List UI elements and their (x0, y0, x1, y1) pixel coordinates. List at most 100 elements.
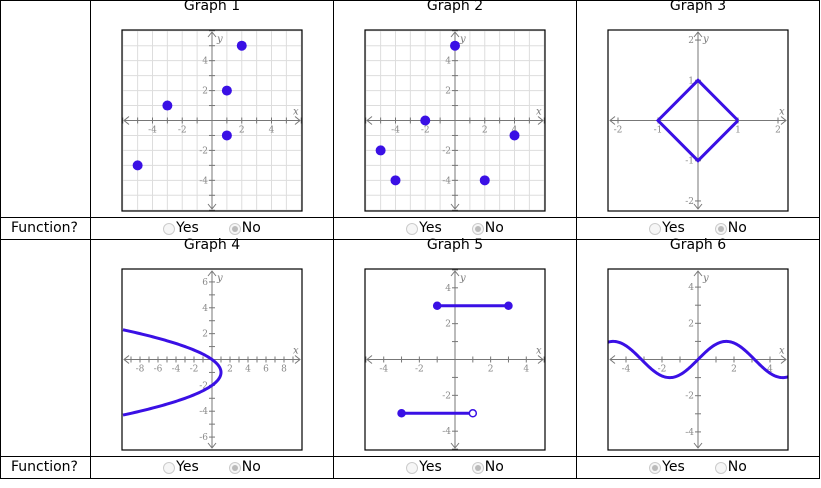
radio-circle-no[interactable] (228, 222, 241, 235)
radio-no[interactable]: No (714, 218, 747, 239)
open-endpoint (468, 409, 478, 418)
x-tick-label: -4 (622, 365, 631, 375)
radio-circle-no[interactable] (471, 461, 484, 474)
radio-label-no: No (484, 220, 504, 236)
radio-yes[interactable]: Yes (163, 218, 199, 239)
graph-title: Graph 3 (669, 0, 727, 14)
data-point (162, 100, 173, 111)
graph-title: Graph 2 (426, 0, 484, 14)
x-tick-label: 2 (227, 365, 233, 375)
y-tick-label: -2 (199, 146, 208, 156)
radio-circle-yes[interactable] (406, 222, 419, 235)
radio-yes[interactable]: Yes (163, 457, 199, 478)
x-tick-label: -2 (190, 365, 199, 375)
y-tick-label: -2 (442, 391, 451, 401)
radio-circle-yes[interactable] (406, 461, 419, 474)
x-tick-label: -8 (136, 365, 145, 375)
y-axis-label: y (459, 273, 466, 284)
graph-plot-5: -4 -2 2 4 4 2 -2 -4 x y (364, 268, 546, 451)
y-tick-label: 4 (445, 57, 451, 67)
radio-label-no: No (241, 220, 261, 236)
radio-label-no: No (241, 459, 261, 475)
y-tick-label: -2 (442, 146, 451, 156)
radio-no[interactable]: No (471, 457, 504, 478)
x-tick-label: 2 (239, 126, 245, 136)
radio-yes[interactable]: Yes (649, 457, 685, 478)
y-tick-label: 2 (445, 320, 451, 330)
radio-label-no: No (484, 459, 504, 475)
radio-label-no: No (727, 220, 747, 236)
y-tick-label: -1 (685, 157, 694, 167)
data-point (450, 40, 460, 51)
x-tick-label: 4 (245, 365, 251, 375)
x-tick-label: 2 (488, 365, 494, 375)
x-axis-label: x (779, 107, 785, 118)
x-tick-label: 4 (767, 365, 773, 375)
radio-no[interactable]: No (228, 218, 261, 239)
y-tick-label: -4 (685, 428, 694, 438)
x-tick-label: -1 (654, 126, 663, 136)
graph-plot-6: -4 -2 2 4 4 2 -2 -4 x y (607, 268, 789, 451)
y-tick-label: -2 (199, 381, 208, 391)
label-spacer (0, 239, 91, 457)
closed-endpoint (504, 301, 513, 310)
y-tick-label: -4 (199, 176, 208, 186)
radio-label-yes: Yes (419, 459, 442, 475)
radio-no[interactable]: No (228, 457, 261, 478)
graph-title: Graph 4 (183, 237, 241, 253)
answer-cell-4: Yes No (90, 456, 334, 479)
data-point (479, 175, 490, 186)
graph-cell-1: Graph 1 -4 -2 2 4 4 2 -2 -4 x y (90, 0, 334, 218)
data-point (221, 130, 232, 141)
radio-no[interactable]: No (714, 457, 747, 478)
x-tick-label: 1 (735, 126, 741, 136)
x-tick-label: 2 (775, 126, 781, 136)
x-tick-label: -4 (148, 126, 157, 136)
title-row-2: Graph 4 -8 -6 -4 -2 2 4 6 8 6 4 2 -2 -4 -6 x y Graph 5 -4… (0, 237, 820, 457)
x-tick-label: -6 (154, 365, 163, 375)
y-tick-label: 6 (202, 278, 208, 288)
radio-circle-yes[interactable] (649, 222, 662, 235)
axis-arrows (366, 270, 544, 449)
graph-title: Graph 1 (183, 0, 241, 14)
x-tick-label: -2 (415, 365, 424, 375)
data-point (509, 130, 520, 141)
x-tick-label: 2 (482, 126, 488, 136)
function-question-label: Function? (0, 217, 91, 240)
radio-circle-no[interactable] (714, 461, 727, 474)
y-tick-label: 4 (202, 57, 208, 67)
axis-arrows (609, 31, 787, 210)
radio-yes[interactable]: Yes (406, 457, 442, 478)
data-point (420, 115, 431, 126)
radio-label-yes: Yes (176, 220, 199, 236)
radio-yes[interactable]: Yes (406, 218, 442, 239)
answer-cell-6: Yes No (576, 456, 820, 479)
radio-circle-yes[interactable] (163, 222, 176, 235)
radio-label-yes: Yes (662, 220, 685, 236)
graph-title: Graph 6 (669, 237, 727, 253)
graph-cell-4: Graph 4 -8 -6 -4 -2 2 4 6 8 6 4 2 -2 -4 -6 x y (90, 237, 334, 457)
y-tick-label: 2 (202, 330, 208, 340)
question-row-2: Function? Yes No Yes No Yes No (0, 456, 820, 479)
y-tick-label: -6 (199, 433, 208, 443)
radio-label-yes: Yes (662, 459, 685, 475)
radio-circle-yes[interactable] (649, 461, 662, 474)
data-point (390, 175, 401, 186)
graph-plot-4: -8 -6 -4 -2 2 4 6 8 6 4 2 -2 -4 -6 x y (121, 268, 303, 451)
graph-plot-1: -4 -2 2 4 4 2 -2 -4 x y (121, 29, 303, 212)
y-tick-label: 1 (688, 76, 694, 86)
radio-yes[interactable]: Yes (649, 218, 685, 239)
radio-circle-yes[interactable] (163, 461, 176, 474)
radio-no[interactable]: No (471, 218, 504, 239)
radio-circle-no[interactable] (714, 222, 727, 235)
question-row-1: Function? Yes No Yes No Yes No (0, 217, 820, 240)
y-axis-label: y (459, 34, 466, 45)
y-tick-label: 2 (202, 87, 208, 97)
plot-frame (121, 29, 303, 212)
graph-cell-6: Graph 6 -4 -2 2 4 4 2 -2 -4 x y (576, 237, 820, 457)
radio-circle-no[interactable] (228, 461, 241, 474)
radio-circle-no[interactable] (471, 222, 484, 235)
axis-arrows (123, 270, 301, 449)
graph-cell-3: Graph 3 -2 -1 1 2 2 1 -1 -2 x y (576, 0, 820, 218)
x-tick-label: -2 (614, 126, 623, 136)
